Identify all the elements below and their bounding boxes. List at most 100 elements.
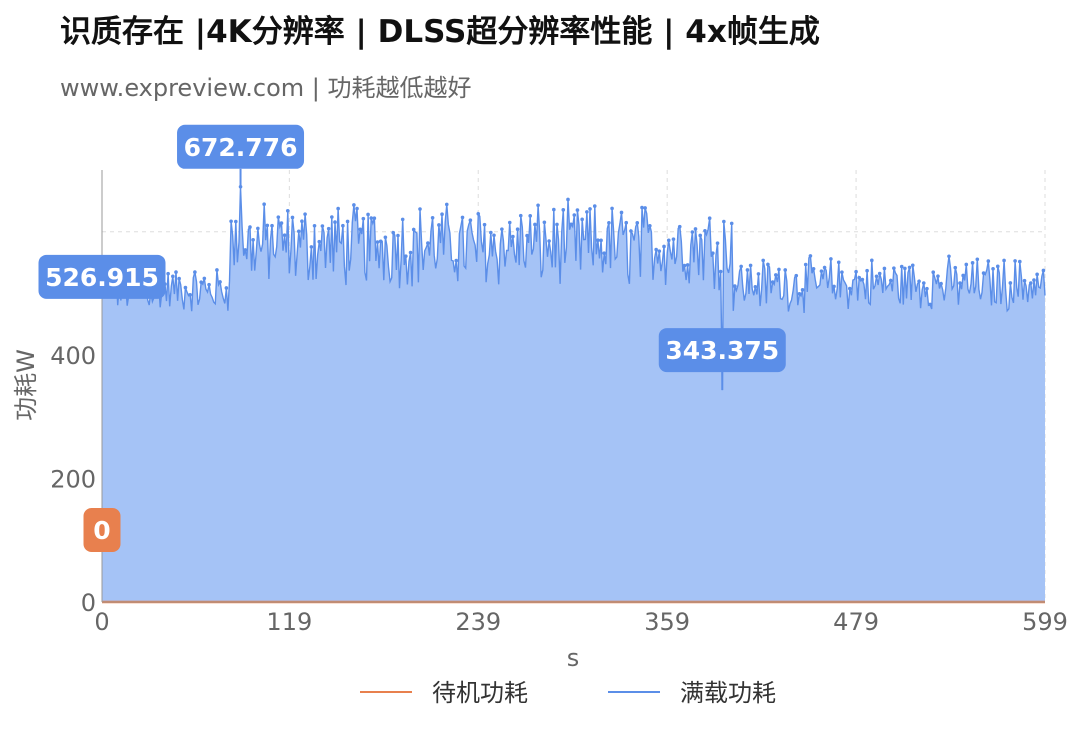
full-load-point (444, 202, 449, 207)
annotation-flag-min (658, 328, 786, 373)
y-tick-label: 0 (81, 589, 96, 617)
full-load-point (174, 270, 178, 274)
full-load-point (276, 215, 281, 219)
full-load-point (925, 286, 929, 291)
full-load-point (243, 248, 248, 252)
full-load-point (847, 286, 852, 291)
annotation-flag-idle-text: 0 (93, 516, 110, 545)
full-load-point (569, 222, 573, 227)
full-load-point (1041, 268, 1046, 273)
full-load-point (931, 270, 936, 275)
full-load-point (588, 207, 592, 211)
full-load-point (819, 269, 824, 273)
full-load-point (870, 258, 874, 263)
y-axis-label: 功耗W (12, 349, 40, 421)
full-load-point (666, 238, 671, 243)
full-load-point (707, 216, 712, 221)
full-load-point (654, 247, 658, 252)
full-load-point (840, 270, 844, 274)
full-load-point (256, 226, 260, 231)
annotation-flag-idle (83, 508, 121, 552)
full-load-point (500, 227, 504, 231)
full-load-point (566, 197, 570, 202)
full-load-point (964, 262, 969, 267)
full-load-point (202, 276, 207, 281)
full-load-point (685, 263, 690, 267)
full-load-point (610, 206, 614, 211)
full-load-fill (102, 186, 1045, 603)
full-load-point (330, 215, 334, 219)
full-load-point (986, 259, 991, 263)
full-load-point (199, 280, 203, 284)
full-load-point (396, 233, 400, 238)
full-load-point (300, 219, 304, 224)
full-load-point (270, 223, 274, 228)
full-load-point (352, 203, 356, 207)
full-load-point (391, 230, 396, 235)
legend: 待机功耗 满载功耗 (360, 679, 776, 707)
y-tick-label: 200 (50, 466, 96, 494)
full-load-point (1029, 281, 1033, 285)
full-load-point (372, 216, 377, 221)
full-load-point (1018, 259, 1022, 264)
x-tick-label: 479 (833, 608, 879, 636)
full-load-point (251, 237, 255, 242)
x-axis-label: s (567, 644, 580, 672)
full-load-point (326, 226, 331, 231)
full-load-point (928, 302, 932, 307)
full-load-point (822, 265, 827, 270)
full-load-point (290, 215, 295, 220)
full-load-point (515, 227, 520, 232)
full-load-point (910, 263, 915, 268)
x-tick-label: 599 (1022, 608, 1068, 636)
full-load-point (575, 208, 580, 212)
full-load-point (518, 213, 523, 218)
x-tick-label: 0 (94, 608, 109, 636)
full-load-point (279, 221, 284, 225)
full-load-point (836, 260, 841, 265)
full-load-point (572, 213, 577, 217)
full-load-point (507, 220, 512, 225)
full-load-point (777, 267, 781, 272)
full-load-point (975, 257, 980, 262)
full-load-point (745, 268, 750, 272)
full-load-point (739, 264, 743, 269)
tick-labels: 0 119 239 359 479 599 0 200 400 (50, 342, 1068, 636)
full-load-point (882, 266, 887, 271)
full-load-point (829, 257, 833, 261)
full-load-point (1002, 258, 1006, 263)
chart-title: 识质存在 |4K分辨率 | DLSS超分辨率性能 | 4x帧生成 (60, 14, 820, 50)
full-load-point (317, 239, 322, 244)
full-load-point (345, 219, 350, 224)
annotation-flag-start-text: 526.915 (45, 263, 159, 292)
full-load-point (430, 215, 435, 220)
full-load-point (536, 203, 540, 208)
full-load-point (939, 281, 943, 286)
full-load-point (629, 229, 633, 233)
chart-subtitle: www.expreview.com | 功耗越低越好 (60, 74, 472, 102)
full-load-point (547, 239, 551, 243)
full-load-point (995, 264, 1000, 269)
full-load-point (657, 249, 662, 253)
full-load-point (981, 271, 986, 275)
full-load-point (947, 254, 951, 259)
full-load-point (958, 281, 962, 285)
full-load-point (936, 274, 940, 278)
full-load-point (599, 238, 603, 243)
full-load-point (229, 219, 233, 224)
full-load-point (542, 220, 547, 225)
full-load-point (635, 221, 640, 225)
full-load-line (101, 186, 1046, 391)
full-load-point (803, 262, 808, 267)
full-load-point (693, 227, 698, 231)
full-load-point (166, 271, 170, 276)
full-load-point (907, 265, 912, 270)
full-load-point (921, 281, 926, 285)
full-load-point (892, 266, 896, 270)
full-load-point (899, 264, 904, 269)
full-load-point (648, 223, 652, 228)
full-load-point (596, 238, 600, 243)
full-load-area (101, 185, 1046, 604)
full-load-point (808, 254, 813, 258)
